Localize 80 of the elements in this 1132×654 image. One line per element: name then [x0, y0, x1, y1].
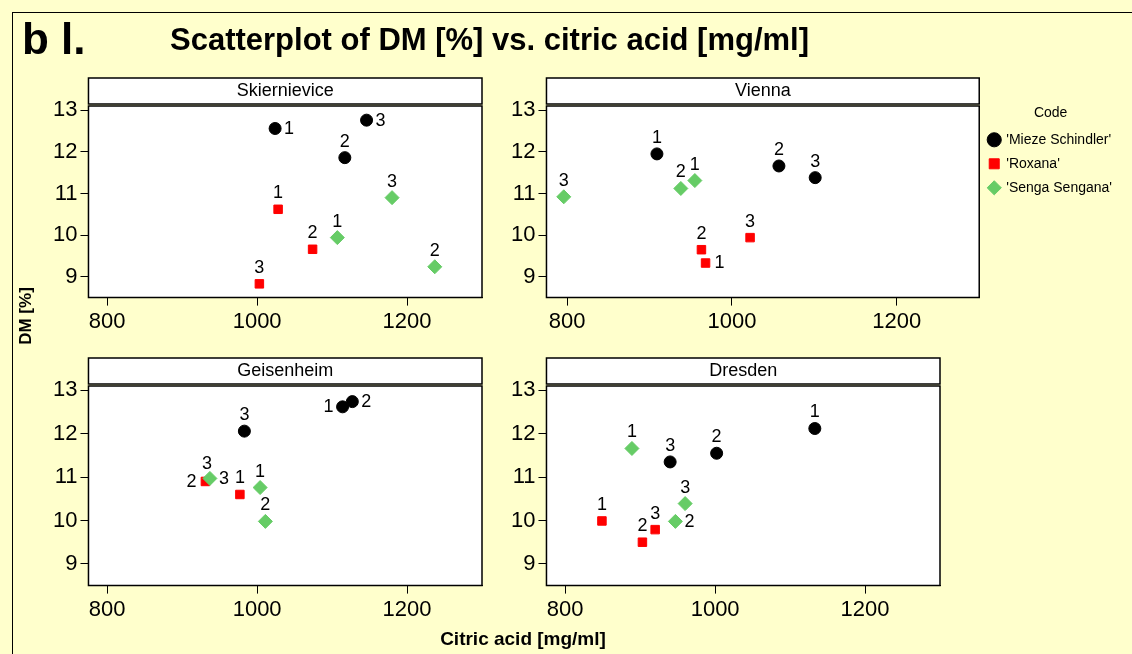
annotation: 2 [675, 161, 686, 182]
annotation: 1 [651, 126, 662, 147]
annotation: 1 [809, 401, 820, 422]
y-tick-label: 12 [510, 419, 536, 445]
y-axis-title: DM [%] [16, 287, 36, 345]
x-tick-label: 1000 [232, 595, 282, 621]
x-tick-label: 800 [88, 595, 126, 621]
y-tick-label: 10 [510, 506, 536, 532]
annotation: 1 [284, 117, 295, 138]
annotation: 1 [323, 396, 334, 417]
legend-label: 'Roxana' [1006, 154, 1060, 171]
annotation: 2 [773, 138, 784, 159]
annotation: 1 [714, 252, 725, 273]
annotation: 2 [711, 426, 722, 447]
y-tick-label: 10 [510, 221, 536, 247]
x-tick-label: 1000 [707, 307, 757, 333]
legend-title: Code [1033, 103, 1068, 120]
x-tick-label: 1200 [840, 595, 890, 621]
y-tick-label: 13 [510, 96, 536, 122]
annotation: 1 [332, 210, 343, 231]
y-tick-label: 10 [52, 221, 78, 247]
annotation: 3 [665, 434, 676, 455]
annotation: 1 [234, 467, 245, 488]
x-tick-label: 1000 [690, 595, 740, 621]
y-tick-label: 11 [512, 179, 536, 205]
annotation: 3 [558, 169, 569, 190]
x-tick-label: 800 [88, 307, 126, 333]
chart-title: Dresden [709, 359, 778, 380]
annotation: 2 [696, 222, 707, 243]
annotation: 1 [596, 493, 607, 514]
annotation: 3 [239, 404, 250, 425]
y-tick-label: 13 [52, 96, 78, 122]
annotation: 3 [745, 210, 756, 231]
annotation: 2 [186, 470, 197, 491]
y-tick-label: 12 [52, 137, 78, 163]
annotation: 1 [273, 182, 284, 203]
y-tick-label: 11 [54, 179, 78, 205]
y-tick-label: 12 [510, 137, 536, 163]
chart-title: Geisenheim [237, 359, 334, 380]
annotation: 3 [201, 453, 212, 474]
x-tick-label: 1000 [232, 307, 282, 333]
x-tick-label: 1200 [382, 307, 432, 333]
annotation: 2 [260, 494, 271, 515]
x-tick-label: 1200 [382, 595, 432, 621]
x-tick-label: 800 [548, 307, 586, 333]
annotation: 2 [361, 391, 372, 412]
annotation: 2 [339, 130, 350, 151]
x-tick-label: 800 [546, 595, 584, 621]
annotation: 3 [680, 476, 691, 497]
x-axis-title: Citric acid [mg/ml] [440, 628, 606, 650]
annotation: 3 [218, 467, 229, 488]
y-tick-label: 11 [512, 463, 536, 489]
legend-label: 'Mieze Schindler' [1006, 130, 1112, 147]
x-tick-label: 1200 [872, 307, 922, 333]
annotation: 1 [255, 460, 266, 481]
annotation: 1 [689, 153, 700, 174]
y-tick-label: 13 [510, 376, 536, 402]
y-tick-label: 11 [54, 463, 78, 489]
annotation: 3 [375, 109, 386, 130]
text: b l. [22, 14, 86, 64]
y-tick-label: 9 [523, 549, 536, 575]
chart-title: Vienna [734, 79, 792, 100]
annotation: 2 [307, 222, 318, 243]
legend-label: 'Senga Sengana' [1006, 178, 1113, 195]
annotation: 2 [637, 515, 648, 536]
y-tick-label: 12 [52, 419, 78, 445]
annotation: 2 [429, 239, 440, 260]
annotation: 3 [387, 170, 398, 191]
annotation: 2 [684, 510, 695, 531]
annotation: 1 [626, 421, 637, 442]
y-tick-label: 9 [65, 549, 78, 575]
y-tick-label: 13 [52, 376, 78, 402]
text: Scatterplot of DM [%] vs. citric acid [mg/ml] [170, 22, 810, 58]
chart-title: Skiernievice [236, 79, 334, 100]
y-tick-label: 10 [52, 506, 78, 532]
y-tick-label: 9 [523, 262, 536, 288]
annotation: 3 [254, 256, 265, 277]
y-tick-label: 9 [65, 262, 78, 288]
annotation: 3 [650, 502, 661, 523]
annotation: 3 [810, 150, 821, 171]
